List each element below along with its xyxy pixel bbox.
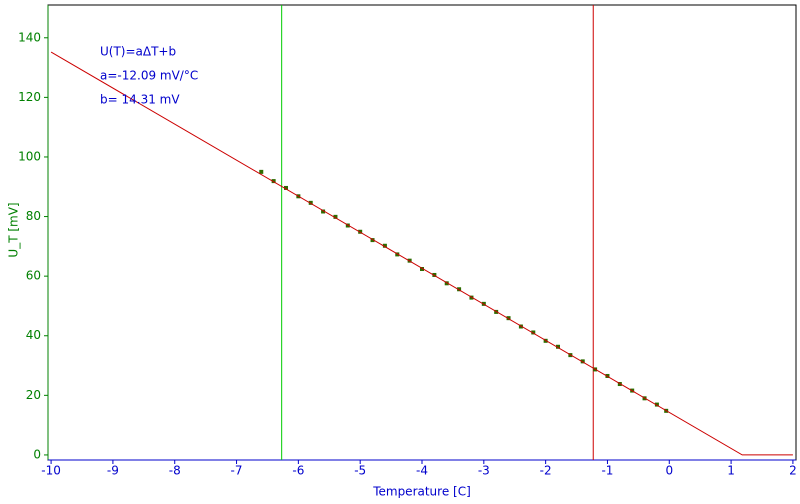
x-tick-label: -3 [478, 464, 490, 478]
data-point [284, 185, 288, 190]
data-point [259, 169, 264, 174]
annotation: U(T)=aΔT+b [100, 45, 176, 59]
y-tick-label: 60 [26, 269, 41, 283]
data-point [333, 214, 338, 219]
x-tick-label: -7 [231, 464, 243, 478]
annotation: a=-12.09 mV/°C [100, 69, 198, 83]
x-tick-label: 2 [789, 464, 797, 478]
x-tick-label: -5 [354, 464, 366, 478]
data-point [580, 359, 585, 364]
y-tick-label: 120 [18, 90, 41, 104]
data-point [556, 344, 560, 349]
data-point [654, 402, 659, 407]
annotation: b= 14.31 mV [100, 93, 180, 107]
x-axis-label: Temperature [C] [372, 485, 471, 499]
y-tick-label: 140 [18, 30, 41, 44]
y-tick-label: 20 [26, 388, 41, 402]
fit-line [50, 51, 793, 456]
data-point [420, 267, 424, 272]
data-point [531, 330, 536, 335]
data-point [370, 238, 375, 243]
data-point [444, 281, 449, 286]
y-tick-label: 100 [18, 149, 41, 163]
x-tick-label: -9 [107, 464, 119, 478]
y-tick-label: 40 [26, 328, 41, 342]
data-point [271, 179, 276, 184]
x-tick-label: -6 [292, 464, 304, 478]
x-tick-label: -1 [601, 464, 613, 478]
plot-area [47, 4, 797, 461]
y-tick-label: 0 [33, 447, 41, 461]
y-tick-label: 80 [26, 209, 41, 223]
x-tick-label: 0 [665, 464, 673, 478]
data-point [457, 287, 462, 292]
y-axis-label: U_T [mV] [7, 202, 21, 257]
data-point [382, 243, 387, 248]
data-point [321, 209, 326, 214]
x-tick-label: -8 [169, 464, 181, 478]
x-tick-label: 1 [727, 464, 735, 478]
x-tick-label: -4 [416, 464, 428, 478]
data-point [518, 324, 523, 329]
x-tick-label: -2 [540, 464, 552, 478]
x-tick-label: -10 [41, 464, 61, 478]
